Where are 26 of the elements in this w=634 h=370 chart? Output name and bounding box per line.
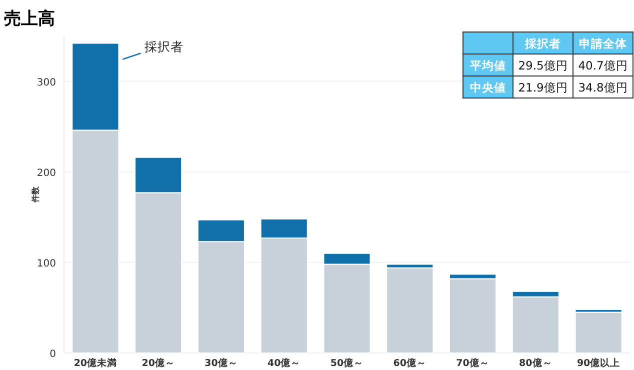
y-tick-label: 100 xyxy=(36,258,56,270)
annotation: 中央値 xyxy=(470,80,506,94)
y-tick-label: 0 xyxy=(50,349,56,360)
x-tick-label: 20億～ xyxy=(142,357,175,369)
y-axis-title: 件数 xyxy=(31,186,40,204)
x-tick-label: 80億～ xyxy=(519,357,552,369)
annotation: 21.9億円 xyxy=(518,80,568,94)
y-tick-label: 200 xyxy=(36,168,56,179)
text: 採択者 xyxy=(144,39,184,54)
x-tick-label: 60億～ xyxy=(393,357,427,369)
bar xyxy=(386,267,434,354)
x-tick-label: 40億～ xyxy=(267,357,301,369)
annotation: 29.5億円 xyxy=(518,58,568,72)
annotation: 申請全体 xyxy=(579,36,628,50)
annotation: 採択者 xyxy=(524,36,561,50)
annotation: 40.7億円 xyxy=(578,58,628,72)
x-tick-label: 70億～ xyxy=(456,357,490,369)
bar xyxy=(574,312,622,354)
chart-title: 売上高 xyxy=(4,9,55,29)
x-tick-label: 50億～ xyxy=(330,357,364,369)
x-tick-label: 90億以上 xyxy=(576,357,620,369)
y-tick-label: 300 xyxy=(36,77,56,88)
annotation: 34.8億円 xyxy=(578,80,628,94)
annotation: 平均値 xyxy=(469,58,506,72)
x-tick-label: 20億未満 xyxy=(74,357,118,369)
x-tick-label: 30億～ xyxy=(204,357,238,369)
